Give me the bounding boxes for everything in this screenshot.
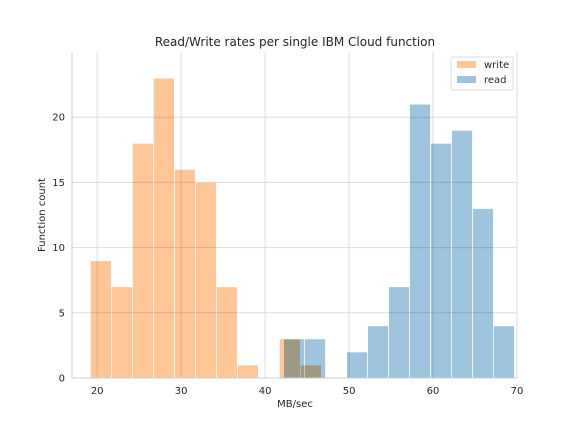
write-bar xyxy=(111,286,133,379)
write-bar xyxy=(90,260,112,379)
read-legend-swatch xyxy=(457,76,476,83)
read-bar xyxy=(304,338,326,379)
read-bar xyxy=(283,338,305,379)
read-bar xyxy=(409,103,431,379)
x-tick-label: 70 xyxy=(511,386,524,397)
read-bar xyxy=(451,129,473,379)
write-bar xyxy=(132,142,154,379)
read-bar xyxy=(493,325,515,379)
x-tick-label: 50 xyxy=(343,386,356,397)
read-legend-label: read xyxy=(484,75,507,86)
write-legend-swatch xyxy=(457,61,476,68)
write-legend-label: write xyxy=(484,60,509,71)
y-tick-label: 5 xyxy=(59,308,65,319)
y-tick-label: 0 xyxy=(59,374,65,385)
x-tick-label: 40 xyxy=(259,386,272,397)
chart-title: Read/Write rates per single IBM Cloud fu… xyxy=(155,35,435,49)
y-axis-label: Function count xyxy=(37,178,48,252)
x-tick-label: 60 xyxy=(427,386,440,397)
x-tick-label: 30 xyxy=(175,386,188,397)
tick-labels: 20 30 40 50 60 70 0 5 10 15 20 xyxy=(52,113,523,397)
read-bar xyxy=(346,351,368,379)
write-bar xyxy=(153,77,175,379)
y-tick-label: 15 xyxy=(52,178,65,189)
read-bar xyxy=(430,142,452,379)
bars xyxy=(90,77,515,379)
x-tick-label: 20 xyxy=(91,386,104,397)
write-bar xyxy=(216,286,238,379)
write-bar xyxy=(195,181,217,379)
y-tick-label: 10 xyxy=(52,243,65,254)
legend: write read xyxy=(450,56,514,91)
write-bar xyxy=(237,364,259,379)
axes xyxy=(71,52,517,379)
read-bar xyxy=(388,286,410,379)
read-bar xyxy=(367,325,389,379)
x-axis-label: MB/sec xyxy=(277,399,313,410)
write-bar xyxy=(174,168,196,379)
read-bar xyxy=(472,208,494,379)
y-tick-label: 20 xyxy=(52,113,65,124)
